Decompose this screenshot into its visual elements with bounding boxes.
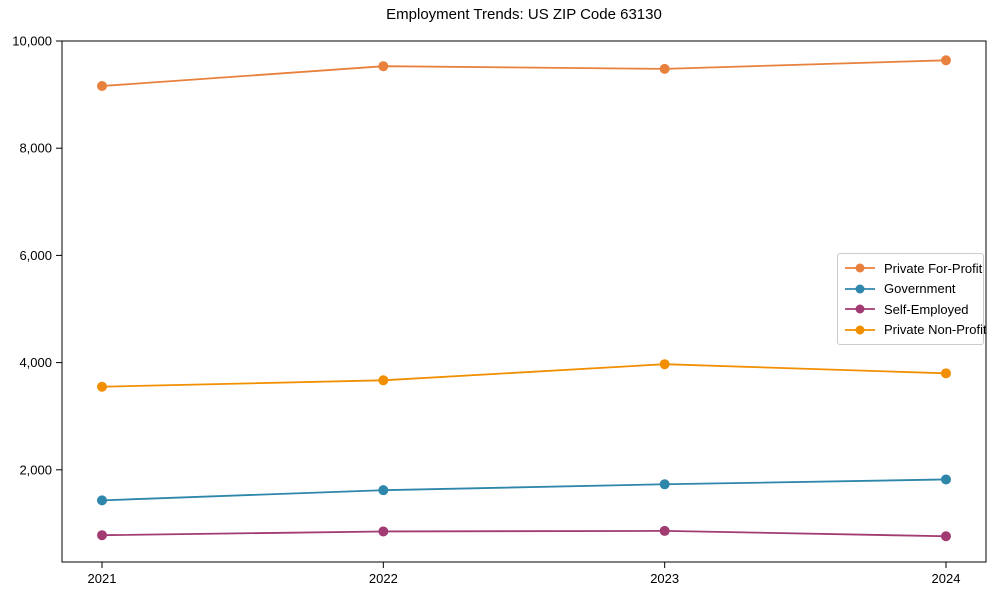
series-line [101, 478, 947, 502]
data-point [940, 55, 951, 66]
data-point [97, 381, 108, 392]
chart-title: Employment Trends: US ZIP Code 63130 [386, 6, 662, 23]
data-point [97, 81, 108, 92]
legend-entry-self-employed: Self-Employed [844, 299, 977, 319]
data-point [940, 474, 951, 485]
series-line [101, 59, 947, 87]
axes-box [61, 40, 987, 563]
chart-legend: Private For-Profit Government Self-Employe… [837, 253, 987, 345]
legend-line-marker-icon [845, 304, 875, 314]
legend-line-marker-icon [845, 263, 875, 273]
x-tick-label: 2022 [369, 571, 398, 586]
legend-label: Government [884, 281, 956, 297]
data-point [378, 485, 389, 496]
x-tick-label: 2024 [932, 571, 961, 586]
legend-entry-government: Government [844, 279, 977, 299]
data-point [378, 375, 389, 386]
x-tick-label: 2021 [88, 571, 117, 586]
data-point [940, 368, 951, 379]
data-point [659, 63, 670, 74]
y-tick-label: 6,000 [19, 248, 52, 263]
y-tick-label: 2,000 [19, 462, 52, 477]
y-tick-label: 4,000 [19, 355, 52, 370]
legend-label: Private For-Profit [884, 260, 983, 276]
y-tick-label: 10,000 [12, 34, 52, 49]
series-line [101, 363, 947, 388]
legend-entry-private-non-profit: Private Non-Profit [844, 320, 987, 340]
series-line [101, 530, 947, 538]
data-point [378, 61, 389, 72]
y-tick-label: 8,000 [19, 141, 52, 156]
legend-line-marker-icon [845, 284, 875, 294]
legend-label: Self-Employed [884, 301, 969, 317]
legend-entry-private-for-profit: Private For-Profit [844, 258, 982, 278]
data-point [659, 525, 670, 536]
data-point [97, 530, 108, 541]
legend-line-marker-icon [845, 325, 875, 335]
data-point [378, 526, 389, 537]
data-point [940, 531, 951, 542]
data-point [659, 359, 670, 370]
x-tick-label: 2023 [650, 571, 679, 586]
legend-label: Private Non-Profit [884, 322, 987, 338]
data-point [659, 479, 670, 490]
data-point [97, 495, 108, 506]
